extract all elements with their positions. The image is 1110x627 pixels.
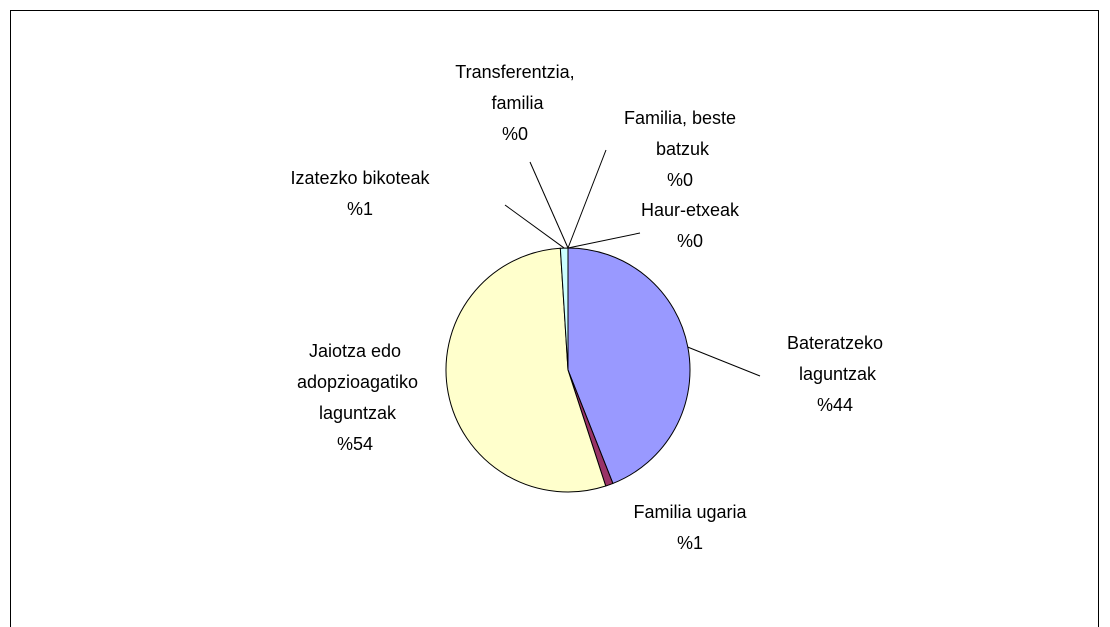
slice-value-label: %1 bbox=[677, 533, 703, 553]
slice-value-label: %0 bbox=[502, 124, 528, 144]
slice-value-label: %0 bbox=[677, 231, 703, 251]
slice-value-label: %0 bbox=[667, 170, 693, 190]
leader-line bbox=[567, 149, 607, 249]
slice-value-label: %1 bbox=[347, 199, 373, 219]
slice-value-label: %44 bbox=[817, 395, 853, 415]
slice-label: Izatezko bikoteak bbox=[290, 168, 430, 188]
slice-label: Transferentzia, familia bbox=[455, 62, 574, 113]
pie-slice bbox=[445, 247, 607, 493]
slice-label: Haur-etxeak bbox=[641, 200, 740, 220]
leader-line bbox=[567, 232, 641, 249]
pie-slice bbox=[567, 247, 691, 485]
leader-line bbox=[504, 204, 565, 249]
leader-line bbox=[687, 346, 761, 377]
slice-label: Jaiotza edo adopzioagatiko laguntzak bbox=[292, 341, 418, 423]
slice-value-label: %54 bbox=[337, 434, 373, 454]
slice-label: Familia ugaria bbox=[633, 502, 747, 522]
slice-label: Bateratzeko laguntzak bbox=[787, 333, 883, 384]
slice-label: Familia, beste batzuk bbox=[624, 108, 736, 159]
leader-line bbox=[529, 161, 569, 249]
